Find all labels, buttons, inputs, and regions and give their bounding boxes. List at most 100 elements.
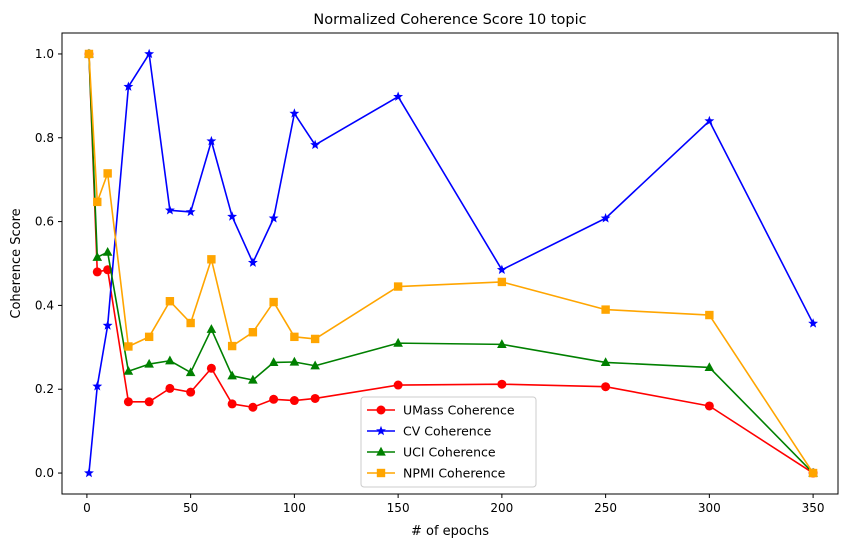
umass-coherence-point (601, 382, 611, 392)
umass-coherence-point (227, 399, 237, 409)
cv-coherence-point (185, 206, 196, 217)
uci-coherence-point (289, 356, 300, 366)
npmi-coherence-point (310, 334, 320, 344)
cv-coherence-point (206, 135, 217, 146)
y-tick-label: 0.2 (35, 382, 54, 396)
legend-item-uci-coherence: UCI Coherence (367, 445, 496, 460)
legend-label: CV Coherence (403, 424, 492, 439)
npmi-coherence-point (393, 282, 403, 291)
series-npmi-coherence (84, 49, 818, 478)
npmi-coherence-point (705, 310, 714, 320)
x-axis: 0 50 100 150 200 250 300 350 (83, 494, 825, 515)
legend-marker (376, 468, 386, 478)
cv-coherence-point (496, 264, 507, 274)
uci-coherence-point (144, 358, 154, 368)
cv-coherence-point (227, 211, 238, 221)
umass-coherence-point (186, 387, 196, 397)
legend-label: NPMI Coherence (403, 466, 506, 481)
umass-coherence-point (144, 397, 154, 407)
cv-coherence-point (310, 139, 321, 150)
x-tick-label: 0 (83, 501, 91, 515)
cv-coherence-line (88, 53, 814, 474)
uci-coherence-point (102, 246, 113, 256)
x-tick-label: 350 (802, 501, 825, 515)
npmi-coherence-point (186, 318, 195, 328)
series-cv-coherence (84, 48, 819, 478)
uci-coherence-point (185, 367, 196, 377)
y-axis-label: Coherence Score (9, 208, 24, 318)
uci-coherence-point (248, 374, 258, 384)
npmi-coherence-point (248, 328, 258, 337)
npmi-coherence-point (124, 342, 133, 351)
cv-coherence-point (600, 213, 611, 223)
npmi-coherence-point (84, 49, 94, 59)
x-tick-label: 50 (183, 501, 198, 515)
legend-item-umass-coherence: UMass Coherence (367, 403, 515, 418)
cv-coherence-point (84, 467, 94, 478)
npmi-coherence-point (497, 277, 507, 287)
uci-coherence-point (165, 355, 175, 365)
y-axis: 0.0 0.2 0.4 0.6 0.8 1.0 (35, 47, 62, 480)
umass-coherence-point (123, 397, 133, 407)
uci-coherence-point (206, 324, 217, 333)
cv-coherence-point (123, 81, 134, 91)
umass-coherence-point (165, 383, 175, 393)
npmi-coherence-point (269, 297, 278, 307)
legend-box (360, 396, 537, 488)
umass-coherence-point (310, 393, 320, 403)
uci-coherence-point (497, 339, 507, 348)
plot-frame (61, 32, 839, 495)
umass-coherence-point (497, 379, 507, 389)
umass-coherence-point (289, 396, 299, 406)
legend-marker (376, 405, 386, 415)
umass-coherence-point (206, 363, 216, 373)
npmi-coherence-line (88, 53, 814, 474)
cv-coherence-point (808, 318, 819, 328)
legend-item-npmi-coherence: NPMI Coherence (367, 466, 506, 481)
npmi-coherence-point (93, 197, 102, 207)
cv-coherence-point (704, 115, 715, 126)
uci-coherence-point (268, 357, 279, 367)
uci-coherence-point (227, 370, 237, 380)
x-axis-label: # of epochs (411, 524, 489, 539)
uci-coherence-point (92, 252, 103, 261)
npmi-coherence-point (601, 305, 610, 314)
y-tick-label: 0.6 (35, 215, 54, 229)
npmi-coherence-point (227, 341, 237, 351)
cv-coherence-point (144, 48, 155, 59)
cv-coherence-point (92, 381, 103, 391)
x-tick-label: 250 (594, 501, 617, 515)
umass-coherence-point (269, 394, 279, 404)
npmi-coherence-point (165, 297, 175, 306)
legend-item-cv-coherence: CV Coherence (367, 424, 492, 439)
npmi-coherence-point (290, 332, 299, 342)
uci-coherence-point (123, 366, 134, 375)
umass-coherence-line (88, 53, 814, 474)
y-tick-label: 0.4 (35, 298, 54, 312)
cv-coherence-point (268, 213, 279, 223)
cv-coherence-point (164, 205, 175, 215)
umass-coherence-point (393, 380, 403, 390)
legend-marker (376, 425, 386, 436)
x-tick-label: 200 (490, 501, 513, 515)
y-tick-label: 0.0 (35, 466, 54, 480)
npmi-coherence-point (144, 332, 154, 342)
uci-coherence-point (310, 360, 320, 370)
umass-coherence-point (248, 402, 258, 412)
umass-coherence-point (92, 267, 102, 277)
y-tick-label: 0.8 (35, 131, 54, 145)
npmi-coherence-point (103, 169, 112, 178)
legend-label: UMass Coherence (403, 403, 515, 418)
legend: UMass Coherence CV Coherence UCI Coherence… (360, 396, 537, 488)
cv-coherence-point (289, 108, 300, 118)
cv-coherence-point (247, 257, 258, 267)
x-tick-label: 100 (283, 501, 306, 515)
cv-coherence-point (102, 320, 113, 330)
npmi-coherence-point (207, 255, 216, 264)
uci-coherence-point (704, 362, 715, 372)
legend-label: UCI Coherence (403, 445, 496, 460)
x-tick-label: 150 (387, 501, 410, 515)
y-tick-label: 1.0 (35, 47, 54, 61)
uci-coherence-point (393, 337, 403, 347)
cv-coherence-point (393, 91, 404, 101)
